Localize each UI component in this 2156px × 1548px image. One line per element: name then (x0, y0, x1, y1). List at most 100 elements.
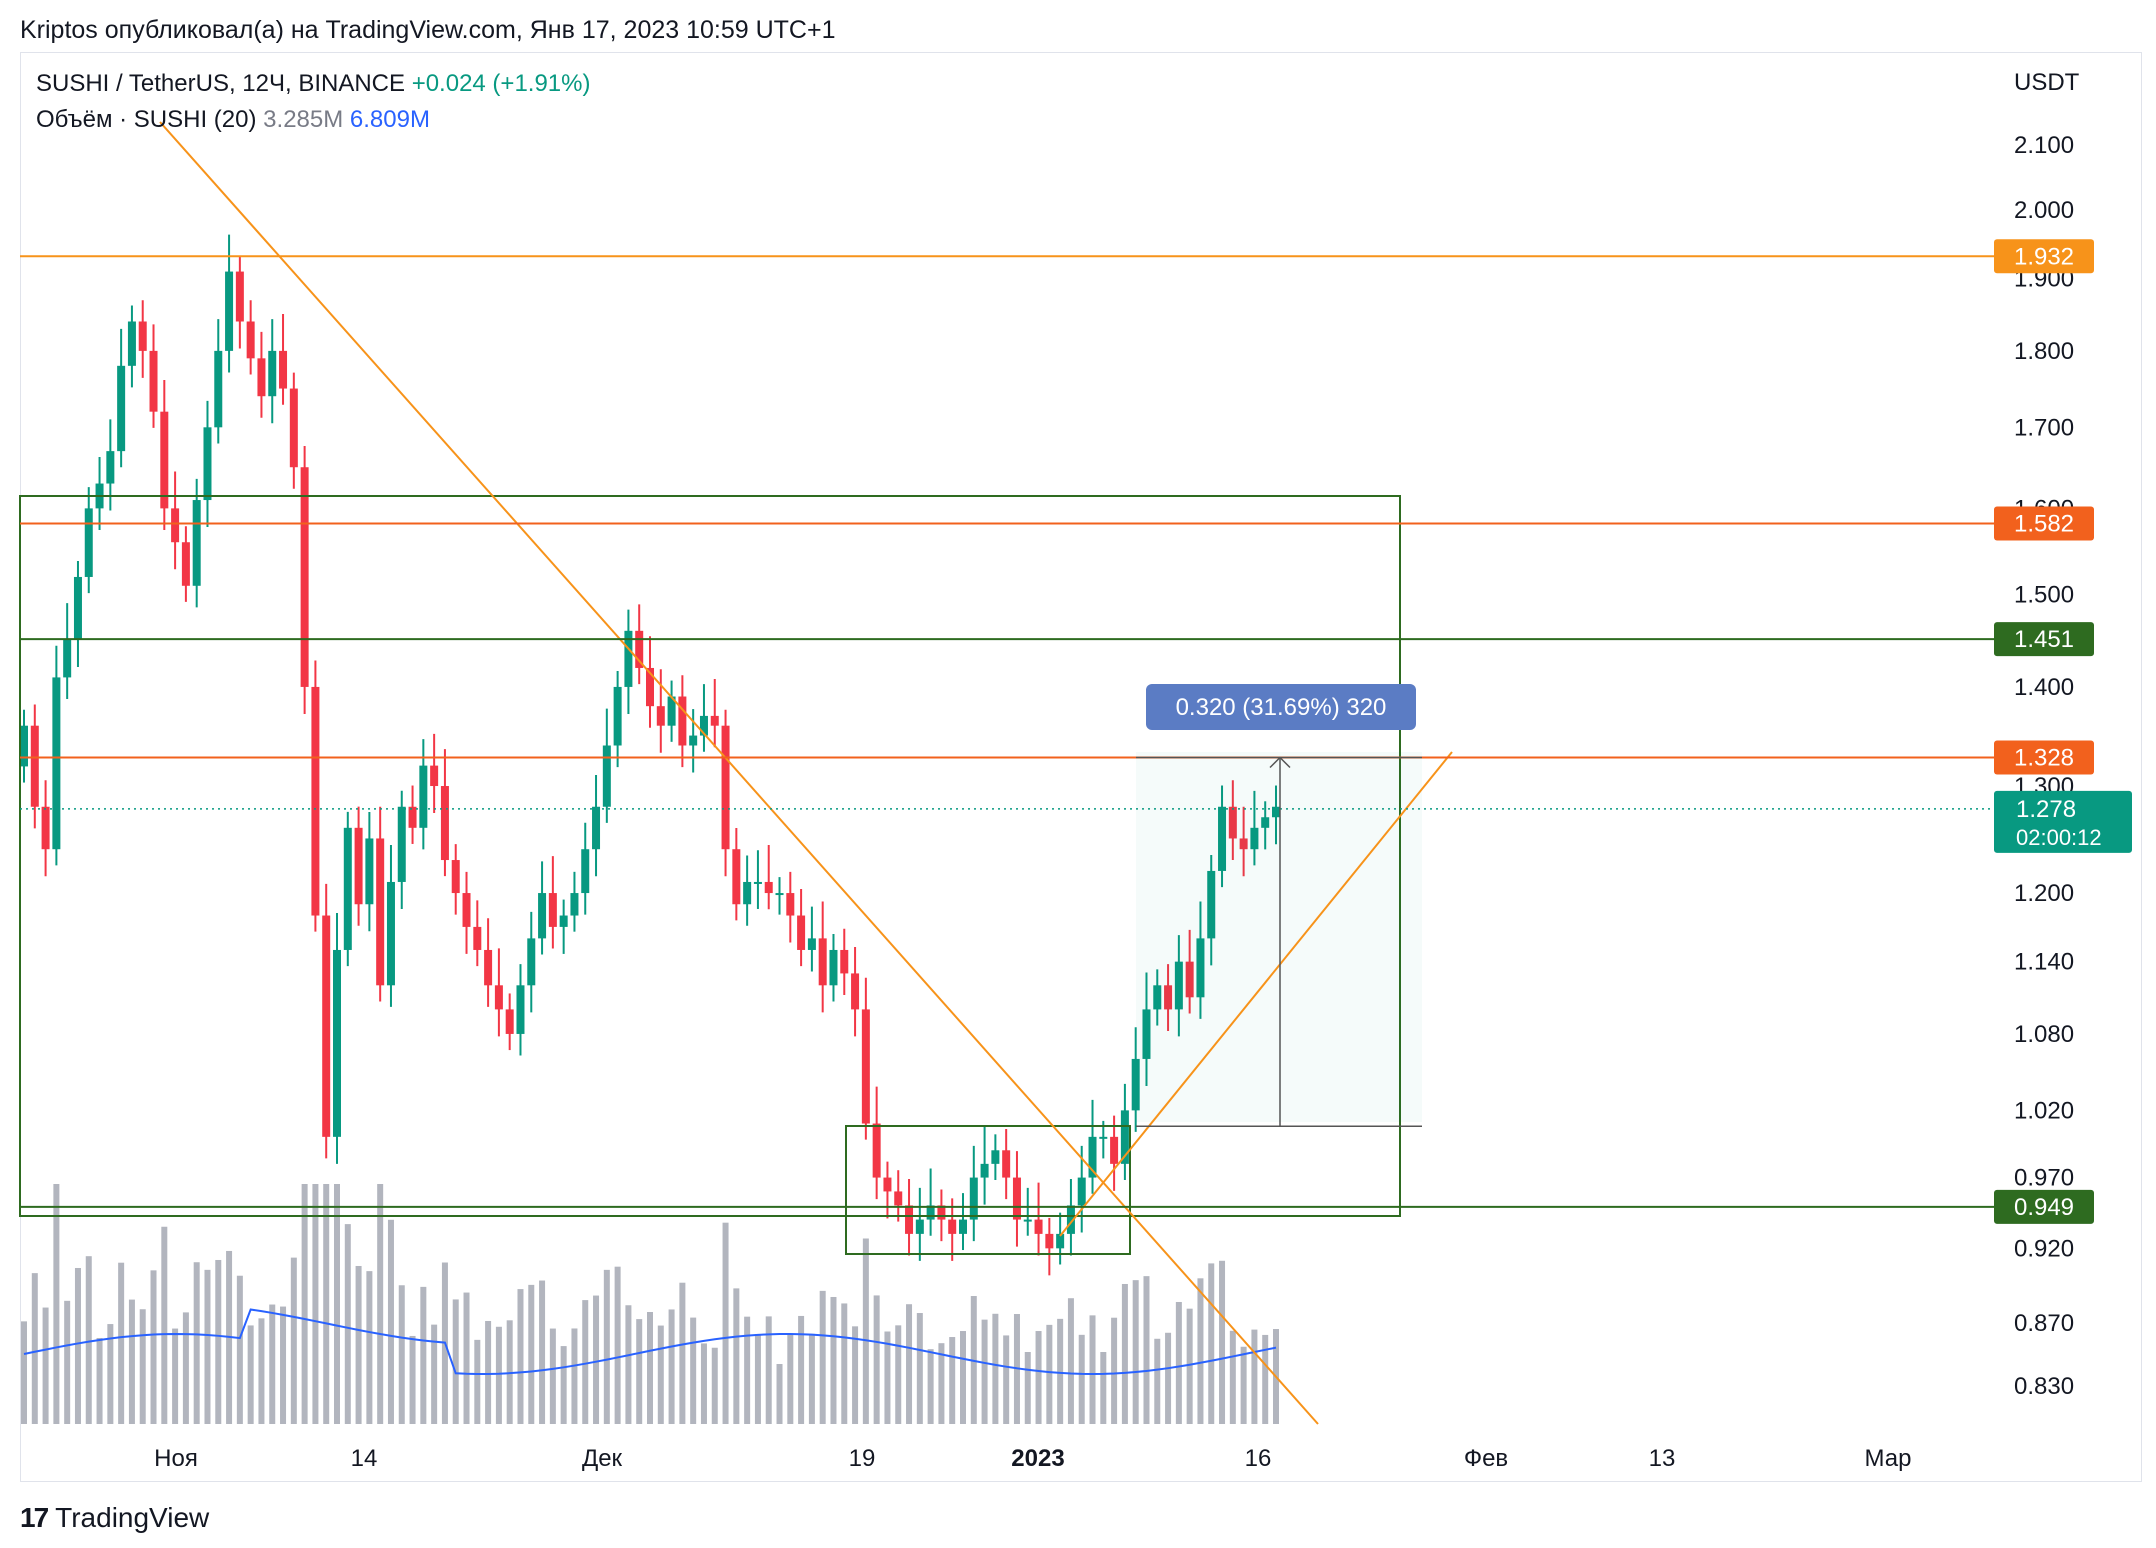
candle-body (753, 881, 762, 884)
y-tick-label: 0.920 (2014, 1235, 2074, 1262)
volume-bar (981, 1319, 988, 1424)
volume-bar (64, 1300, 71, 1424)
candle-body (127, 321, 136, 366)
volume-bar (258, 1318, 265, 1424)
candle-body (1228, 806, 1237, 839)
candle-body (1034, 1219, 1043, 1234)
level-price-label: 1.328 (2014, 745, 2074, 772)
volume-bar (1046, 1324, 1053, 1424)
candle-body (1272, 806, 1280, 818)
y-tick-label: 1.020 (2014, 1097, 2074, 1124)
candle-body (570, 893, 579, 916)
volume-bar (744, 1316, 751, 1424)
volume-bar (657, 1325, 664, 1424)
volume-bar (862, 1238, 869, 1424)
candle-body (430, 765, 439, 787)
candle-body (300, 467, 309, 687)
volume-bar (1175, 1301, 1182, 1424)
volume-bar (204, 1269, 211, 1424)
publication-line: Kriptos опубликовал(а) на TradingView.co… (20, 16, 836, 44)
symbol-legend[interactable]: SUSHI / TetherUS, 12Ч, BINANCE +0.024 (+… (36, 70, 590, 98)
volume-bar (42, 1307, 49, 1424)
x-tick-label: 19 (849, 1445, 876, 1472)
volume-bar (603, 1269, 610, 1424)
volume-bar (636, 1319, 643, 1424)
volume-bar (323, 1184, 330, 1424)
candle-body (581, 849, 590, 894)
volume-bar (1100, 1352, 1107, 1424)
level-price-badge (1994, 506, 2094, 541)
candle-body (592, 806, 601, 850)
volume-bar (1111, 1317, 1118, 1424)
candle-body (732, 849, 741, 905)
candle-body (494, 985, 503, 1010)
volume-bar (172, 1328, 179, 1424)
x-tick-label: Мар (1865, 1445, 1912, 1472)
volume-bar (301, 1184, 308, 1424)
candle-body (484, 949, 493, 986)
brand[interactable]: 17 TradingView (20, 1502, 209, 1534)
volume-value: 3.285M (263, 106, 344, 133)
level-price-label: 1.582 (2014, 511, 2074, 538)
volume-bar (463, 1292, 470, 1424)
y-tick-label: 1.700 (2014, 414, 2074, 441)
candle-body (829, 949, 838, 986)
volume-bar (647, 1311, 653, 1424)
volume-bar (1262, 1334, 1269, 1424)
y-tick-label: 0.830 (2014, 1373, 2074, 1400)
volume-bar (193, 1262, 200, 1424)
candle-body (171, 508, 180, 543)
volume-bar (754, 1334, 761, 1424)
volume-bar (873, 1295, 880, 1424)
measure-label: 0.320 (31.69%) 320 (1176, 694, 1387, 721)
volume-bar (139, 1309, 146, 1424)
volume-bar (398, 1285, 405, 1424)
symbol-title: SUSHI / TetherUS, 12Ч, BINANCE (36, 70, 406, 97)
candle-body (365, 838, 374, 905)
candle-body (1261, 817, 1270, 828)
candle-body (1002, 1150, 1011, 1178)
volume-bar (31, 1273, 38, 1424)
volume-bar (1208, 1263, 1215, 1424)
candle-body (462, 893, 471, 927)
measure-arrow-icon (1269, 756, 1291, 769)
candle-body (1185, 961, 1194, 998)
candle-body (246, 321, 255, 359)
candle-body (1207, 870, 1216, 939)
candle-body (214, 350, 223, 428)
candle-body (84, 508, 93, 577)
candle-body (235, 271, 244, 322)
candle-body (635, 630, 644, 668)
volume-bar (679, 1282, 686, 1424)
volume-bar (668, 1309, 675, 1424)
candle-body (1023, 1219, 1032, 1222)
last-price-badge (1994, 790, 2132, 853)
volume-bar (452, 1299, 459, 1424)
candle-body (538, 893, 547, 939)
price-change: +0.024 (+1.91%) (411, 70, 591, 97)
x-tick-label: 14 (351, 1445, 378, 1472)
volume-bar (690, 1317, 697, 1424)
candle-body (257, 358, 266, 397)
candle-body (268, 350, 277, 397)
volume-bar (506, 1320, 513, 1424)
candle-body (948, 1219, 957, 1234)
volume-bar (74, 1267, 81, 1424)
candle-body (602, 745, 611, 807)
accumulation-box (845, 1125, 1131, 1255)
volume-bar (1219, 1260, 1226, 1424)
volume-bar (1197, 1278, 1204, 1424)
candle-body (376, 838, 385, 986)
candle-body (1077, 1177, 1086, 1206)
candle-body (322, 915, 331, 1137)
candle-body (505, 1009, 514, 1034)
candle-body (743, 881, 752, 905)
candle-body (1142, 1009, 1151, 1059)
volume-legend[interactable]: Объём · SUSHI (20) 3.285M 6.809M (36, 106, 430, 134)
candle-body (397, 806, 406, 882)
volume-bar (798, 1315, 805, 1424)
volume-bar (118, 1262, 125, 1424)
volume-bar (150, 1270, 157, 1424)
candle-body (408, 806, 417, 828)
